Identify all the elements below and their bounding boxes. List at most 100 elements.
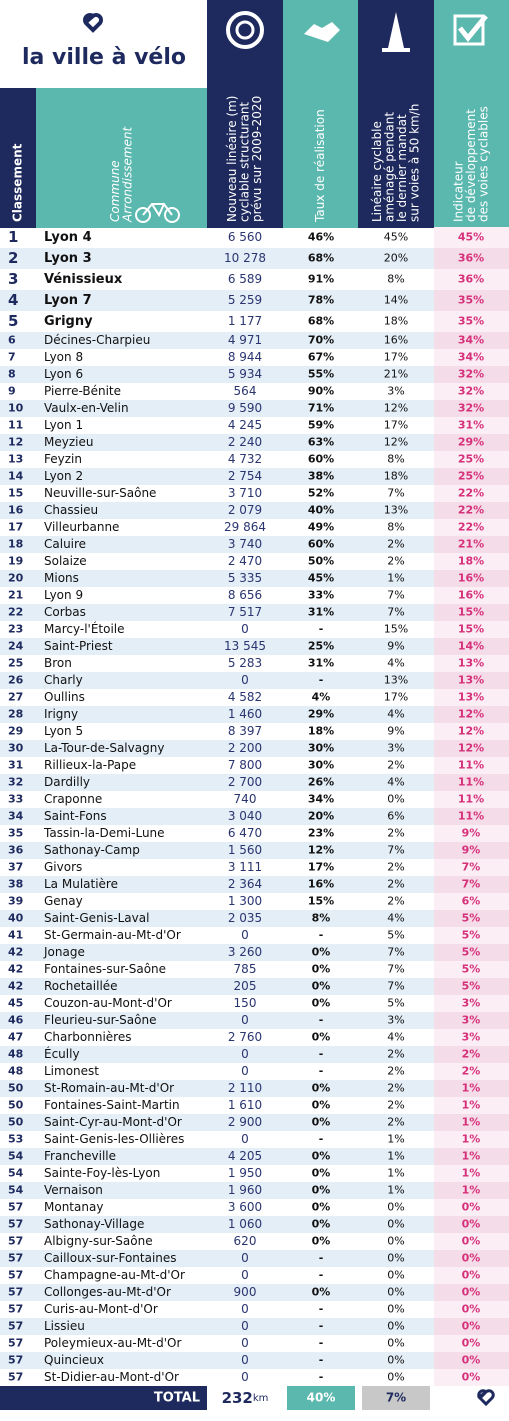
- commune: Fontaines-sur-Saône: [44, 962, 166, 976]
- indicator-bg: [434, 1080, 509, 1097]
- rank: 1: [8, 228, 18, 246]
- amenage: 9%: [387, 725, 404, 738]
- amenage: 4%: [387, 1031, 404, 1044]
- commune: Charly: [44, 673, 83, 687]
- total-amenage: 7%: [386, 1391, 406, 1405]
- rank: 50: [8, 1116, 24, 1129]
- rank: 48: [8, 1048, 23, 1061]
- indicateur: 25%: [458, 470, 484, 483]
- amenage: 18%: [384, 470, 408, 483]
- amenage: 6%: [387, 810, 404, 823]
- footer-icon: [477, 1389, 495, 1407]
- commune: Lyon 9: [44, 588, 83, 602]
- rank: 6: [8, 334, 16, 347]
- commune: Neuville-sur-Saône: [44, 486, 156, 500]
- indicator-bg: [434, 1131, 509, 1148]
- commune: Saint-Cyr-au-Mont-d'Or: [44, 1115, 182, 1129]
- rank: 23: [8, 623, 23, 636]
- row-bg: [0, 774, 509, 791]
- indicator-bg: [434, 468, 509, 485]
- amenage: 13%: [384, 674, 408, 687]
- header-text: des voies cyclables: [477, 106, 491, 222]
- indicateur: 0%: [462, 1252, 481, 1265]
- taux: 0%: [312, 1167, 331, 1180]
- row-bg: [0, 604, 509, 621]
- lineaire: 0: [241, 1047, 249, 1061]
- rank: 2: [8, 249, 18, 267]
- indicateur: 11%: [458, 793, 484, 806]
- rank: 57: [8, 1371, 23, 1384]
- amenage: 4%: [387, 776, 404, 789]
- rank: 57: [8, 1235, 23, 1248]
- commune: Lyon 8: [44, 350, 83, 364]
- header-text: le dernier mandat: [395, 114, 409, 222]
- commune: St-Germain-au-Mt-d'Or: [44, 928, 181, 942]
- amenage: 3%: [387, 1014, 404, 1027]
- amenage: 2%: [387, 1116, 404, 1129]
- indicator-bg: [434, 978, 509, 995]
- commune: Villeurbanne: [44, 520, 119, 534]
- indicateur: 32%: [458, 385, 484, 398]
- rank: 37: [8, 861, 23, 874]
- rank: 50: [8, 1082, 24, 1095]
- lineaire: 785: [234, 962, 257, 976]
- lineaire: 0: [241, 1268, 249, 1282]
- lineaire: 3 710: [228, 486, 262, 500]
- taux: 78%: [308, 294, 334, 307]
- rank: 5: [8, 312, 18, 330]
- indicateur: 11%: [458, 776, 484, 789]
- taux: 60%: [308, 453, 334, 466]
- indicator-bg: [434, 893, 509, 910]
- taux: 0%: [312, 1218, 331, 1231]
- commune: Oullins: [44, 690, 85, 704]
- indicateur: 11%: [458, 810, 484, 823]
- indicator-bg: [434, 383, 509, 400]
- indicator-bg: [434, 1012, 509, 1029]
- commune: Champagne-au-Mt-d'Or: [44, 1268, 185, 1282]
- rank: 10: [8, 402, 24, 415]
- indicateur: 1%: [462, 1116, 481, 1129]
- row-bg: [0, 400, 509, 417]
- lineaire: 0: [241, 1251, 249, 1265]
- commune: Vernaison: [44, 1183, 103, 1197]
- lineaire: 205: [234, 979, 257, 993]
- lineaire: 150: [234, 996, 257, 1010]
- header-text: aménagé pendant: [382, 112, 396, 222]
- taux: 0%: [312, 946, 331, 959]
- commune: Charbonnières: [44, 1030, 131, 1044]
- rank: 28: [8, 708, 23, 721]
- icon-target: [226, 11, 264, 49]
- lineaire: 0: [241, 1353, 249, 1367]
- rank: 47: [8, 1031, 23, 1044]
- commune: St-Didier-au-Mont-d'Or: [44, 1370, 179, 1384]
- amenage: 9%: [387, 640, 404, 653]
- header-text: de développement: [464, 109, 478, 222]
- indicator-bg: [434, 349, 509, 366]
- indicateur: 0%: [462, 1201, 481, 1214]
- amenage: 7%: [387, 606, 404, 619]
- commune: Solaize: [44, 554, 87, 568]
- taux: 4%: [312, 691, 331, 704]
- indicateur: 34%: [458, 334, 484, 347]
- logo-bg: [0, 0, 207, 88]
- indicateur: 45%: [458, 231, 484, 244]
- indicateur: 32%: [458, 402, 484, 415]
- indicator-bg: [434, 400, 509, 417]
- commune: Rillieux-la-Pape: [44, 758, 136, 772]
- row-bg: [0, 1012, 509, 1029]
- commune: Montanay: [44, 1200, 103, 1214]
- rank: 16: [8, 504, 24, 517]
- amenage: 16%: [384, 334, 408, 347]
- lineaire: 9 590: [228, 401, 262, 415]
- indicator-bg: [434, 808, 509, 825]
- commune: Lissieu: [44, 1319, 85, 1333]
- commune: Sathonay-Village: [44, 1217, 144, 1231]
- indicateur: 0%: [462, 1286, 481, 1299]
- total-number: 232: [222, 1389, 253, 1407]
- commune: Lyon 2: [44, 469, 83, 483]
- indicateur: 5%: [462, 912, 481, 925]
- indicator-bg: [434, 1097, 509, 1114]
- header-rank: [0, 88, 36, 228]
- row-bg: [0, 366, 509, 383]
